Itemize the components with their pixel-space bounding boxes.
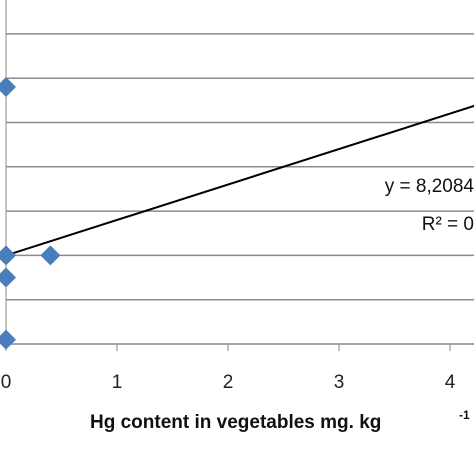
x-tick-label: 1: [112, 372, 123, 393]
x-tick-label: 2: [223, 372, 234, 393]
data-point: [40, 245, 61, 266]
x-axis-ticks: 0 1 2 3 4: [1, 344, 456, 393]
data-point: [0, 77, 16, 98]
x-axis-title: Hg content in vegetables mg. kg: [90, 412, 381, 433]
data-point: [0, 329, 16, 350]
data-point: [0, 245, 16, 266]
data-point: [0, 267, 16, 288]
trendline-r2: R² = 0: [422, 214, 474, 235]
trendline: [5, 104, 474, 257]
x-tick-label: 3: [334, 372, 345, 393]
x-axis-title-superscript: -1: [459, 408, 470, 422]
data-points: [0, 77, 61, 350]
x-tick-label: 0: [1, 372, 12, 393]
gridlines: [6, 33, 474, 345]
x-tick-label: 4: [445, 372, 456, 393]
trendline-equation: y = 8,2084: [385, 176, 474, 197]
